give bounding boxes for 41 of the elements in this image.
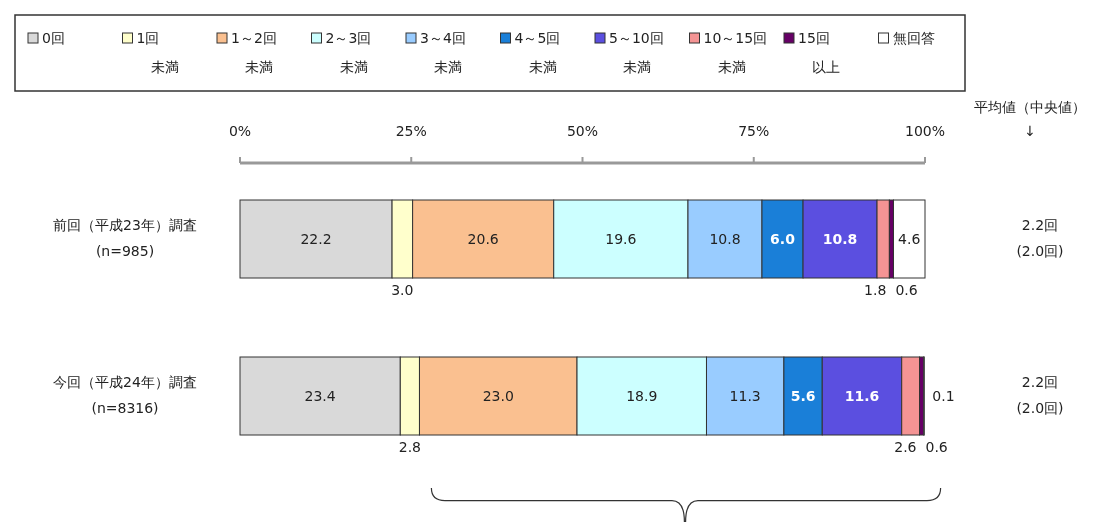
data-label: 18.9 [626, 388, 658, 404]
data-label: 11.3 [729, 388, 761, 404]
legend-label: 無回答 [892, 30, 935, 46]
data-label: 1.8 [864, 282, 887, 298]
data-label: 19.6 [605, 231, 637, 247]
data-label: 10.8 [709, 231, 741, 247]
legend-label: 2～3回未満 [325, 30, 372, 75]
legend-label: 4～5回未満 [514, 30, 561, 75]
data-label: 6.0 [770, 231, 796, 247]
legend-label: 1～2回未満 [231, 30, 277, 75]
text: 2.2回 (2.0回) [1016, 217, 1064, 259]
y-tick-label: 今回（平成24年）調査 (n=8316) [53, 374, 197, 416]
x-tick-label: 50% [566, 123, 599, 139]
data-label: 4.6 [898, 231, 921, 247]
x-tick-label: 75% [738, 123, 770, 139]
legend-label: 1回未満 [136, 30, 179, 75]
x-tick-label: 100% [904, 123, 946, 139]
legend-label: 0回 [42, 30, 65, 46]
data-label: 23.4 [304, 388, 336, 404]
data-label: 2.8 [398, 439, 422, 455]
data-label: 0.1 [932, 388, 955, 404]
data-label: 5.6 [790, 388, 816, 404]
text: 2.2回 (2.0回) [1016, 374, 1064, 416]
data-label: 22.2 [300, 231, 332, 247]
y-tick-label: 前回（平成23年）調査 (n=985) [53, 217, 197, 259]
data-label: 10.8 [822, 231, 858, 247]
x-tick-label: 0% [228, 123, 252, 139]
data-label: 3.0 [391, 282, 414, 298]
legend-label: 15回以上 [798, 30, 840, 75]
data-label: 20.6 [467, 231, 499, 247]
bar [892, 199, 926, 279]
data-label: 2.6 [894, 439, 917, 455]
x-tick-label: 25% [395, 123, 427, 139]
text: 平均値（中央値） ↓ [974, 99, 1086, 139]
legend-label: 10～15回未満 [703, 30, 768, 75]
legend-label: 3～4回未満 [420, 30, 466, 75]
data-label: 23.0 [482, 388, 514, 404]
data-label: 0.6 [925, 439, 948, 455]
data-label: 11.6 [844, 388, 880, 404]
legend-label: 5～10回未満 [609, 30, 664, 75]
data-label: 0.6 [895, 282, 918, 298]
